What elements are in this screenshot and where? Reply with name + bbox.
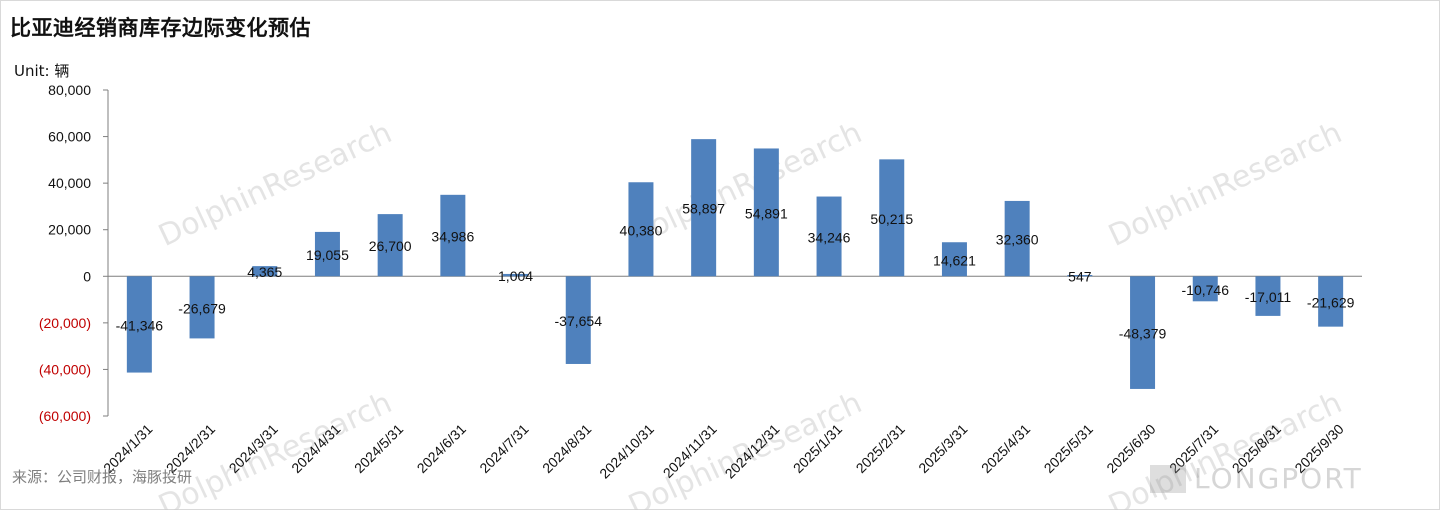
data-label: 34,986 bbox=[431, 229, 474, 245]
x-tick-label: 2025/5/31 bbox=[1041, 421, 1097, 477]
y-tick-label: 60,000 bbox=[48, 129, 91, 145]
bar-series bbox=[126, 139, 1344, 389]
bar bbox=[377, 214, 403, 277]
data-label: -10,746 bbox=[1182, 282, 1230, 298]
data-label: -21,629 bbox=[1307, 294, 1355, 310]
y-tick-label: 0 bbox=[83, 268, 91, 284]
bar bbox=[816, 196, 842, 277]
x-tick-label: 2025/3/31 bbox=[915, 421, 971, 477]
y-tick-label: (60,000) bbox=[39, 408, 91, 424]
x-tick-label: 2025/2/31 bbox=[853, 421, 909, 477]
bar bbox=[1192, 276, 1218, 302]
x-tick-label: 2025/4/31 bbox=[978, 421, 1034, 477]
bar bbox=[252, 266, 278, 277]
data-label: 54,891 bbox=[745, 205, 788, 221]
x-tick-label: 2024/10/31 bbox=[596, 421, 657, 482]
bar bbox=[1318, 276, 1344, 327]
bar bbox=[628, 182, 654, 277]
bar bbox=[565, 276, 591, 364]
data-label: -26,679 bbox=[178, 300, 226, 316]
data-label: -37,654 bbox=[555, 313, 603, 329]
bar bbox=[753, 148, 779, 277]
watermark-text: DolphinResearch bbox=[1103, 115, 1347, 254]
logo-text: LONGPORT bbox=[1194, 462, 1363, 495]
data-label: 14,621 bbox=[933, 252, 976, 268]
data-label: 34,246 bbox=[808, 229, 851, 245]
y-tick-label: (40,000) bbox=[39, 361, 91, 377]
bar bbox=[314, 231, 340, 277]
data-label: 19,055 bbox=[306, 247, 349, 263]
data-label: -41,346 bbox=[116, 317, 164, 333]
bar bbox=[879, 159, 905, 277]
data-label: 50,215 bbox=[870, 211, 913, 227]
bar bbox=[1130, 276, 1156, 389]
chart-title: 比亚迪经销商库存边际变化预估 bbox=[10, 16, 311, 40]
data-label: 26,700 bbox=[369, 238, 412, 254]
longport-logo: LONGPORT bbox=[1150, 462, 1363, 495]
x-tick-label: 2024/7/31 bbox=[476, 421, 532, 477]
logo-mark-icon bbox=[1150, 464, 1186, 493]
y-tick-label: 80,000 bbox=[48, 82, 91, 98]
x-tick-label: 2024/6/31 bbox=[414, 421, 470, 477]
data-label: 58,897 bbox=[682, 201, 725, 217]
bar bbox=[691, 139, 717, 277]
unit-label: Unit: 辆 bbox=[14, 62, 70, 80]
bar bbox=[126, 276, 152, 373]
bar bbox=[941, 242, 967, 277]
source-note: 来源：公司财报，海豚投研 bbox=[12, 468, 193, 486]
watermark-text: DolphinResearch bbox=[153, 115, 397, 254]
data-label: -17,011 bbox=[1245, 289, 1292, 305]
data-label: 4,365 bbox=[247, 264, 282, 280]
data-label: 547 bbox=[1068, 269, 1092, 285]
bar bbox=[1255, 276, 1281, 316]
bar bbox=[189, 276, 215, 339]
chart-axes bbox=[107, 90, 1362, 416]
bar bbox=[1067, 275, 1093, 277]
x-tick-label: 2024/8/31 bbox=[539, 421, 595, 477]
y-tick-label: 40,000 bbox=[48, 175, 91, 191]
y-axis-ticks: 80,000 60,000 40,000 20,000 0 (20,000) (40,000… bbox=[39, 82, 108, 424]
bar bbox=[503, 273, 529, 277]
data-label: 40,380 bbox=[620, 222, 663, 238]
y-tick-label: (20,000) bbox=[39, 315, 91, 331]
data-label: 32,360 bbox=[996, 232, 1039, 248]
y-tick-label: 20,000 bbox=[48, 222, 91, 238]
value-labels: -41,346 -26,679 4,365 19,055 26,700 34,986 1,0… bbox=[116, 201, 1355, 342]
bar bbox=[1004, 200, 1030, 277]
bar bbox=[440, 194, 466, 277]
data-label: 1,004 bbox=[498, 268, 533, 284]
data-label: -48,379 bbox=[1119, 326, 1167, 342]
